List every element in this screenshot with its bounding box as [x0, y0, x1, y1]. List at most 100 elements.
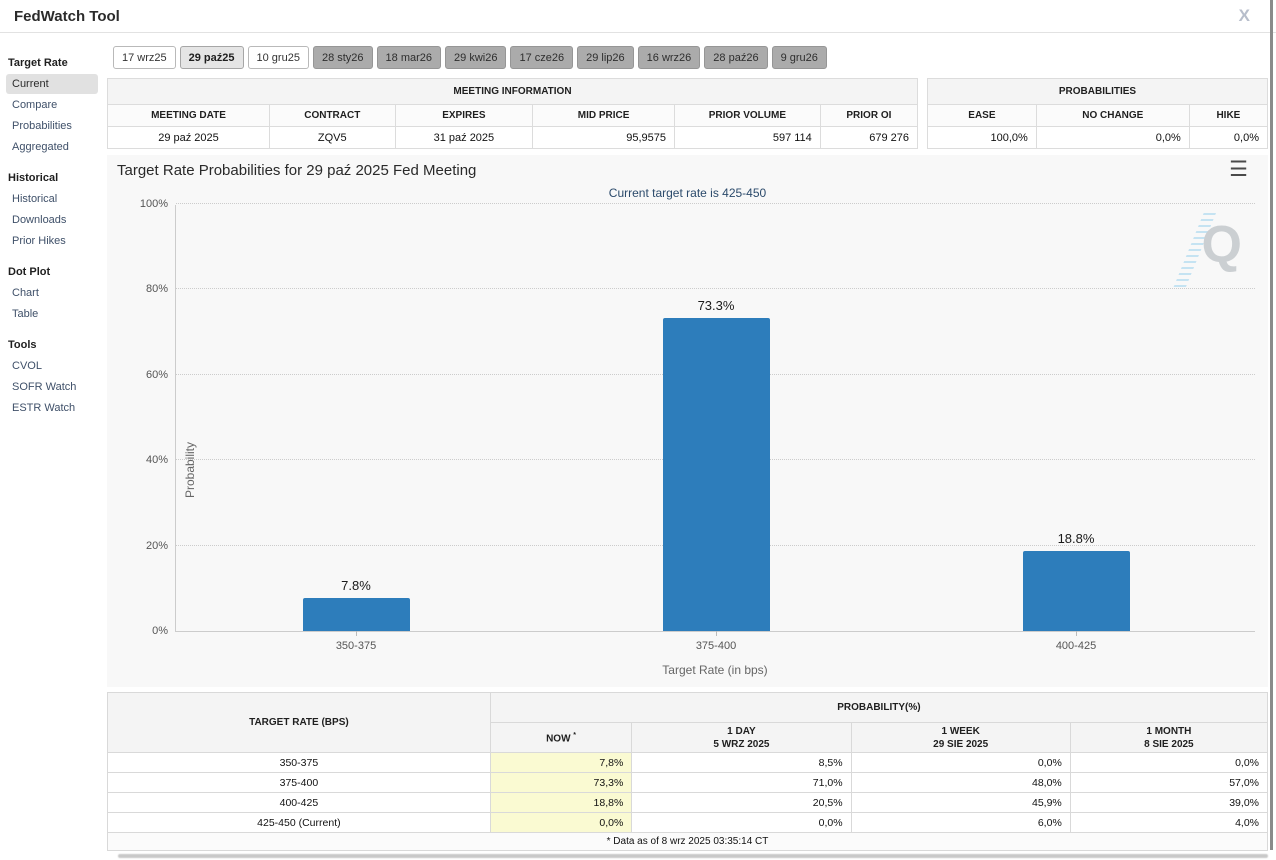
date-tab-29-lip26[interactable]: 29 lip26 — [577, 46, 634, 69]
sidebar-item-estr-watch[interactable]: ESTR Watch — [12, 402, 76, 414]
date-tab-10-gru25[interactable]: 10 gru25 — [247, 46, 309, 69]
target-rate-bps-header: TARGET RATE (BPS) — [107, 692, 491, 753]
date-tab-17-wrz25[interactable]: 17 wrz25 — [113, 46, 176, 69]
x-tick-label: 350-375 — [335, 640, 377, 652]
meeting-info-col-prior-volume: PRIOR VOLUME — [673, 104, 821, 127]
bar-value-label: 18.8% — [1057, 530, 1095, 546]
sidebar-item-current[interactable]: Current — [6, 74, 98, 94]
x-tick-mark — [356, 631, 357, 636]
probabilities-col-hike: HIKE — [1188, 104, 1269, 127]
prob-value-cell: 0,0% — [1069, 752, 1269, 773]
date-tab-9-gru26[interactable]: 9 gru26 — [771, 46, 827, 69]
y-axis-title: Probability — [183, 441, 197, 499]
date-tab-18-mar26[interactable]: 18 mar26 — [376, 46, 442, 69]
meeting-info-col-prior-oi: PRIOR OI — [819, 104, 919, 127]
sidebar-item-aggregated[interactable]: Aggregated — [12, 141, 69, 153]
prob-row-400-425: 400-425 18,8% 20,5% 45,9% 39,0% — [107, 792, 1269, 813]
sidebar-heading: Historical — [8, 172, 59, 184]
meeting-info-value-meeting-date: 29 paź 2025 — [107, 126, 270, 149]
y-tick-label: 80% — [145, 283, 168, 296]
sidebar-item-probabilities[interactable]: Probabilities — [12, 120, 72, 132]
close-icon[interactable]: X — [1238, 6, 1250, 25]
date-tab-29-kwi26[interactable]: 29 kwi26 — [445, 46, 507, 69]
date-tab-28-pa-26[interactable]: 28 paź26 — [704, 46, 768, 69]
date-tab-16-wrz26[interactable]: 16 wrz26 — [637, 46, 701, 69]
prob-rate-cell: 350-375 — [107, 752, 491, 773]
date-tab-28-sty26[interactable]: 28 sty26 — [312, 46, 373, 69]
date-tab-29-pa-25[interactable]: 29 paź25 — [179, 46, 244, 69]
prob-col-1-day: 1 DAY 5 WRZ 2025 — [631, 722, 852, 753]
chart-title: Target Rate Probabilities for 29 paź 202… — [117, 162, 477, 179]
bar-400-425[interactable] — [1022, 550, 1130, 631]
chart-menu-icon[interactable]: ☰ — [1229, 158, 1248, 181]
sidebar-section-dot-plot: Dot Plot Chart Table — [0, 266, 106, 324]
probabilities-value-hike: 0,0% — [1188, 126, 1269, 149]
prob-col-1-month: 1 MONTH 8 SIE 2025 — [1069, 722, 1269, 753]
sidebar-item-sofr-watch[interactable]: SOFR Watch — [12, 381, 77, 393]
x-tick-label: 375-400 — [695, 640, 737, 652]
meeting-info-col-expires: EXPIRES — [394, 104, 534, 127]
meeting-info-value-prior-volume: 597 114 — [673, 126, 821, 149]
sidebar-item-table[interactable]: Table — [12, 308, 39, 320]
window-title: FedWatch Tool — [14, 8, 120, 25]
gridline — [176, 288, 1255, 290]
sidebar-item-historical[interactable]: Historical — [12, 193, 58, 205]
meeting-info-col-mid-price: MID PRICE — [532, 104, 675, 127]
sidebar-item-downloads[interactable]: Downloads — [12, 214, 67, 226]
prob-col-now: NOW * — [489, 722, 633, 753]
sidebar-item-chart[interactable]: Chart — [12, 287, 39, 299]
meeting-info-value-contract: ZQV5 — [269, 126, 396, 149]
x-tick-mark — [716, 631, 717, 636]
prob-value-cell: 18,8% — [489, 792, 633, 813]
bar-375-400[interactable] — [662, 318, 770, 631]
prob-value-cell: 0,0% — [850, 752, 1071, 773]
probabilities-summary-table: PROBABILITIES EASE NO CHANGE HIKE 100,0% 0,0%… — [927, 78, 1269, 149]
sidebar-item-cvol[interactable]: CVOL — [12, 360, 42, 372]
probabilities-value-ease: 100,0% — [927, 126, 1037, 149]
prob-value-cell: 8,5% — [631, 752, 852, 773]
sidebar-section-historical: Historical Historical Downloads Prior Hikes — [0, 172, 106, 251]
prob-rate-cell: 425-450 (Current) — [107, 812, 491, 833]
prob-col-1-week: 1 WEEK 29 SIE 2025 — [850, 722, 1071, 753]
sidebar-heading: Target Rate — [8, 57, 68, 69]
gridline — [176, 203, 1255, 204]
prob-value-cell: 6,0% — [850, 812, 1071, 833]
y-tick-label: 40% — [145, 454, 168, 467]
watermark-q-icon: Q — [1201, 216, 1242, 274]
prob-value-cell: 7,8% — [489, 752, 633, 773]
bar-350-375[interactable] — [302, 597, 410, 631]
meeting-info-value-expires: 31 paź 2025 — [394, 126, 534, 149]
sidebar: Target Rate Current Compare Probabilities Ag… — [0, 42, 106, 419]
meeting-info-title: MEETING INFORMATION — [107, 78, 918, 105]
sidebar-item-prior-hikes[interactable]: Prior Hikes — [12, 235, 66, 247]
date-tabs: 17 wrz25 29 paź25 10 gru25 28 sty26 18 mar26… — [113, 46, 827, 70]
probabilities-col-ease: EASE — [927, 104, 1037, 127]
sidebar-section-tools: Tools CVOL SOFR Watch ESTR Watch — [0, 339, 106, 418]
prob-value-cell: 48,0% — [850, 772, 1071, 793]
chart-subtitle: Current target rate is 425-450 — [608, 186, 767, 200]
prob-row-425-450-current: 425-450 (Current) 0,0% 0,0% 6,0% 4,0% — [107, 812, 1269, 833]
prob-value-cell: 45,9% — [850, 792, 1071, 813]
meeting-info-value-prior-oi: 679 276 — [819, 126, 919, 149]
scrollbar[interactable] — [1270, 0, 1273, 850]
probabilities-col-no-change: NO CHANGE — [1035, 104, 1190, 127]
sidebar-item-compare[interactable]: Compare — [12, 99, 58, 111]
sidebar-heading: Dot Plot — [8, 266, 51, 278]
y-tick-label: 20% — [145, 539, 168, 552]
plot-area: Probability 0% 20% 40% 60% 80% 100% 7.8% 350-37… — [140, 198, 1255, 652]
meeting-info-col-contract: CONTRACT — [269, 104, 396, 127]
x-axis-title: Target Rate (in bps) — [662, 663, 768, 677]
prob-row-375-400: 375-400 73,3% 71,0% 48,0% 57,0% — [107, 772, 1269, 793]
prob-value-cell: 0,0% — [489, 812, 633, 833]
x-tick-label: 400-425 — [1055, 640, 1097, 652]
meeting-info-value-mid-price: 95,9575 — [532, 126, 675, 149]
date-tab-17-cze26[interactable]: 17 cze26 — [510, 46, 574, 69]
panel-shadow — [118, 854, 1268, 858]
probability-chart: Target Rate Probabilities for 29 paź 202… — [107, 155, 1268, 687]
probabilities-value-no-change: 0,0% — [1035, 126, 1190, 149]
probability-group-header: PROBABILITY(%) — [489, 692, 1269, 723]
data-as-of-footnote: * Data as of 8 wrz 2025 03:35:14 CT — [107, 832, 1268, 851]
prob-value-cell: 73,3% — [489, 772, 633, 793]
bar-value-label: 7.8% — [341, 577, 371, 593]
